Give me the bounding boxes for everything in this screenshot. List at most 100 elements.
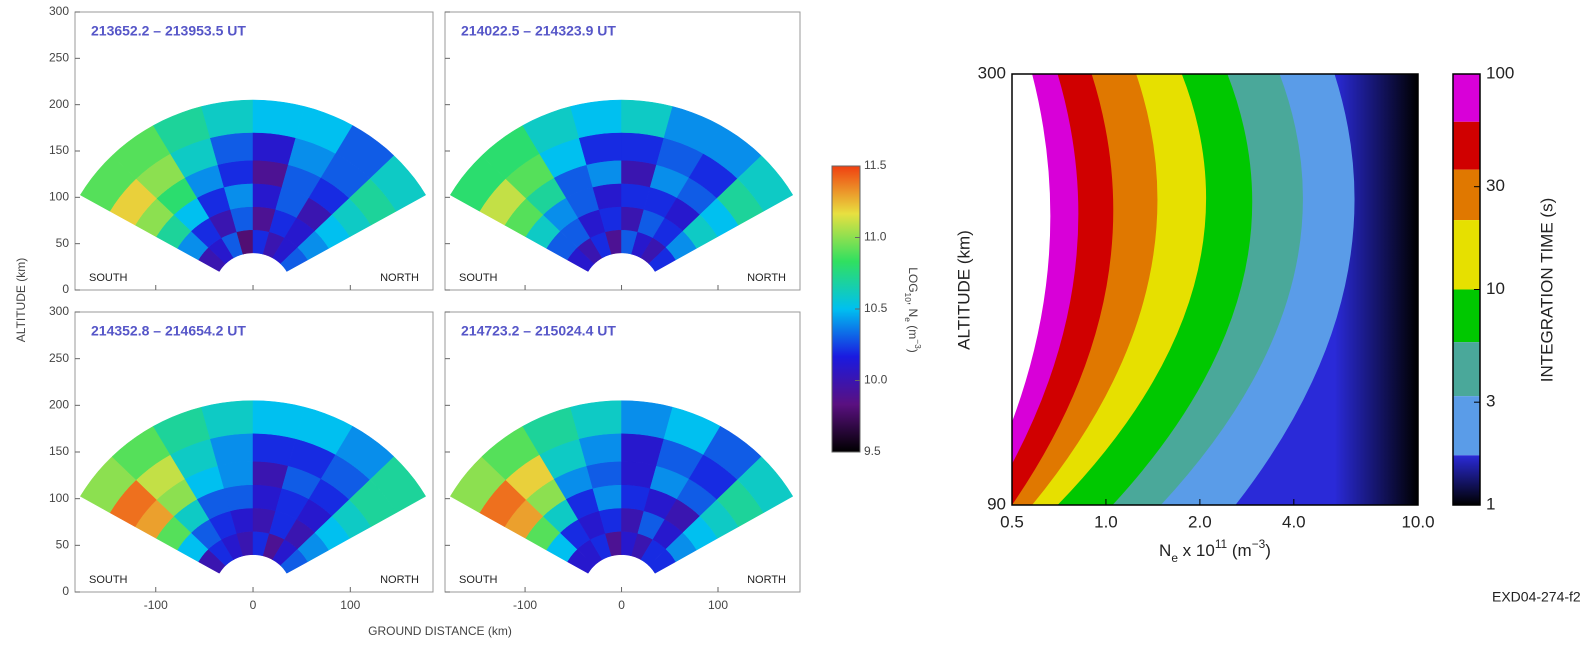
fan-cell (252, 99, 305, 139)
colorbar-tick-label: 9.5 (864, 444, 881, 458)
south-label: SOUTH (89, 272, 128, 284)
label-part: 10 (903, 293, 913, 303)
south-label: SOUTH (459, 272, 498, 284)
fan-cell (570, 99, 622, 139)
y-tick-label: 200 (49, 97, 69, 111)
colorbar-segment (1453, 169, 1480, 221)
y-tick-label: 300 (978, 63, 1006, 82)
fan-cell (209, 433, 254, 467)
north-label: NORTH (747, 574, 786, 586)
y-tick-label: 0 (62, 584, 69, 598)
fan-cell (737, 155, 794, 212)
panel-title: 213652.2 – 213953.5 UT (91, 23, 246, 39)
y-tick-label: 150 (49, 143, 69, 157)
colorbar-segment (1453, 74, 1480, 122)
fan-cell (737, 456, 794, 514)
panel-title: 214022.5 – 214323.9 UT (461, 23, 616, 39)
fan-cell (369, 456, 427, 514)
x-tick-label: -100 (144, 598, 168, 612)
fan-cell (201, 400, 254, 439)
x-tick-label: 10.0 (1401, 512, 1434, 531)
label-part: LOG (906, 267, 920, 292)
y-axis-label: ALTITUDE (km) (954, 230, 973, 350)
x-tick-label: 0 (618, 598, 625, 612)
fan-cell (369, 155, 427, 212)
label-part: ) (1265, 541, 1271, 560)
colorbar-segment (1453, 342, 1480, 397)
colorbar-segment (1453, 220, 1480, 290)
colorbar-tick-label: 100 (1486, 63, 1514, 82)
x-tick-label: -100 (513, 598, 537, 612)
fan-cell (201, 99, 254, 139)
colorbar-tick-label: 10 (1486, 279, 1505, 298)
label-part: (m (906, 322, 920, 339)
y-tick-label: 150 (49, 444, 69, 458)
south-label: SOUTH (89, 574, 128, 586)
south-label: SOUTH (459, 574, 498, 586)
fan-cell (209, 132, 254, 165)
colorbar-segment (1453, 121, 1480, 170)
fan-cell (586, 461, 622, 489)
label-part: e (903, 317, 913, 322)
fan-cell (252, 433, 297, 467)
y-tick-label: 50 (56, 538, 70, 552)
label-part: −3 (1252, 537, 1266, 551)
figure-id: EXD04-274-f2 (1492, 589, 1581, 605)
fan-cell (252, 400, 305, 439)
label-part: (m (1227, 541, 1252, 560)
fan-cell (217, 160, 254, 188)
y-tick-label: 100 (49, 190, 69, 204)
x-tick-label: 1.0 (1094, 512, 1118, 531)
label-part: ) (906, 349, 920, 353)
label-part: N (1159, 541, 1171, 560)
x-axis-label: Ne x 1011 (m−3) (1159, 537, 1271, 565)
north-label: NORTH (747, 272, 786, 284)
x-tick-label: 4.0 (1282, 512, 1306, 531)
fan-cell (621, 99, 674, 139)
fan-cell (217, 461, 254, 489)
x-tick-label: 0 (250, 598, 257, 612)
colorbar-segment (1453, 455, 1480, 505)
plot-frame (1011, 73, 1419, 506)
north-label: NORTH (380, 574, 419, 586)
y-tick-label: 300 (49, 304, 69, 318)
x-axis-label: GROUND DISTANCE (km) (368, 624, 512, 638)
panel-title: 214352.8 – 214654.2 UT (91, 323, 246, 339)
y-tick-label: 0 (62, 282, 69, 296)
colorbar-segment (1453, 396, 1480, 456)
y-tick-label: 100 (49, 491, 69, 505)
x-tick-label: 100 (708, 598, 728, 612)
colorbar-tick-label: 3 (1486, 392, 1495, 411)
y-tick-label: 90 (987, 494, 1006, 513)
panel-title: 214723.2 – 215024.4 UT (461, 323, 616, 339)
y-tick-label: 250 (49, 351, 69, 365)
label-part: −3 (913, 339, 923, 349)
label-part: x 10 (1178, 541, 1215, 560)
colorbar-tick-label: 11.0 (864, 230, 887, 244)
y-tick-label: 50 (56, 236, 70, 250)
contour-band (1012, 74, 1051, 422)
colorbar-label: LOG10, Ne (m−3) (903, 267, 923, 353)
colorbar-label: INTEGRATION TIME (s) (1537, 198, 1556, 382)
x-tick-label: 0.5 (1000, 512, 1024, 531)
fan-cell (578, 433, 622, 467)
fan-cell (578, 132, 622, 165)
y-tick-label: 250 (49, 51, 69, 65)
x-tick-label: 2.0 (1188, 512, 1212, 531)
fan-cell (621, 400, 674, 439)
label-part: e (1171, 551, 1178, 565)
y-axis-label: ALTITUDE (km) (14, 258, 28, 342)
fan-cell (586, 160, 622, 188)
colorbar-segment (1453, 289, 1480, 343)
colorbar-tick-label: 30 (1486, 176, 1505, 195)
fan-cell (252, 132, 297, 165)
colorbar-tick-label: 10.0 (864, 373, 888, 387)
label-part: 11 (1215, 537, 1228, 551)
fan-cell (570, 400, 622, 439)
north-label: NORTH (380, 272, 419, 284)
y-tick-label: 200 (49, 398, 69, 412)
label-part: , N (906, 302, 920, 317)
colorbar-tick-label: 1 (1486, 494, 1495, 513)
plot-area (1012, 74, 1418, 505)
